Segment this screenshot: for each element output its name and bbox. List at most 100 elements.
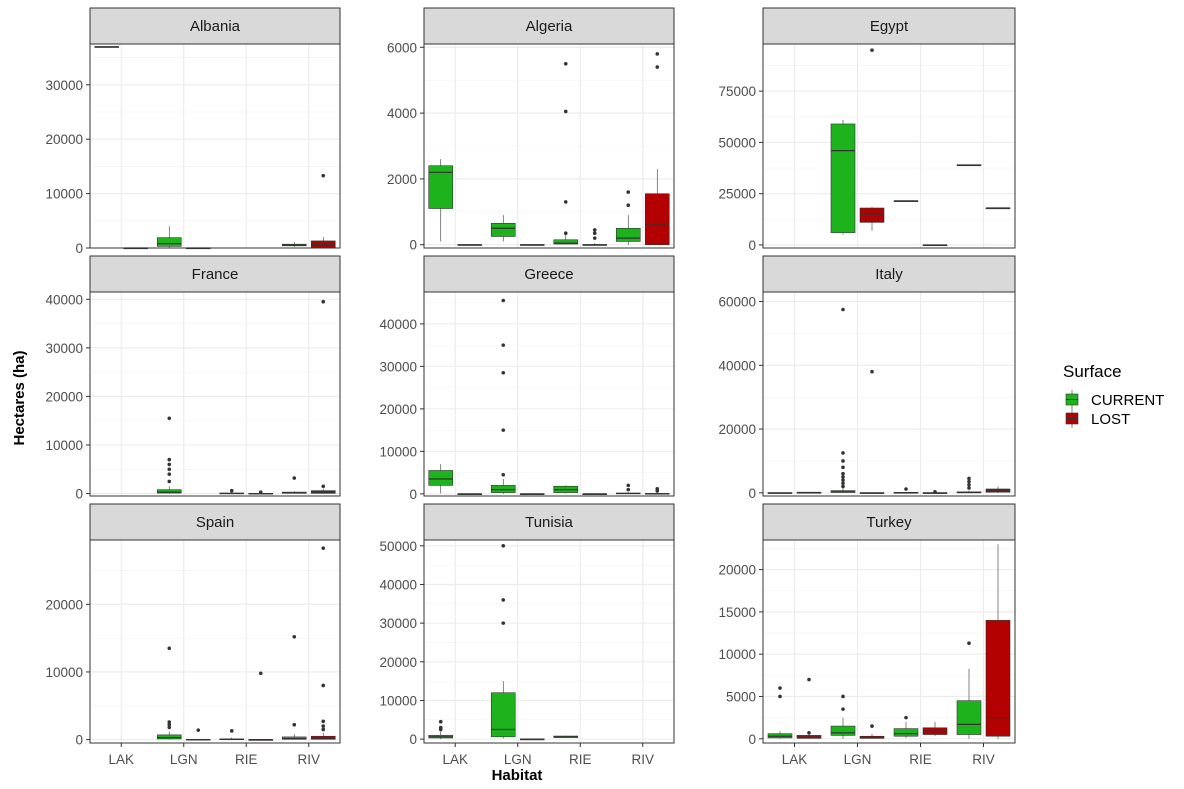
outlier-point bbox=[167, 416, 172, 421]
facet-panel: Albania 0 10000 20000 30000 bbox=[45, 7, 341, 256]
box-body bbox=[156, 489, 182, 494]
panel-border bbox=[762, 291, 1016, 497]
y-tick-label: 25000 bbox=[718, 187, 756, 202]
y-tick-label: 0 bbox=[748, 486, 756, 501]
y-tick-label: 30000 bbox=[45, 78, 83, 93]
facet-strip bbox=[762, 7, 1016, 45]
facet-panel: Turkey 0 5000 10000 15000 20000 LAK LGN RIE RIV bbox=[718, 503, 1016, 767]
y-tick-label: 0 bbox=[75, 487, 83, 502]
legend-label: LOST bbox=[1091, 411, 1130, 428]
box-body bbox=[490, 692, 516, 738]
facet-title: Spain bbox=[196, 514, 234, 531]
facet-panel: Algeria 0 2000 4000 6000 bbox=[387, 7, 675, 253]
outlier-point bbox=[501, 343, 506, 347]
box-lak-current bbox=[767, 686, 793, 739]
x-tick-label: RIE bbox=[909, 752, 932, 767]
outlier-point bbox=[167, 472, 172, 476]
x-tick-label: LGN bbox=[504, 752, 532, 767]
outlier-point bbox=[438, 719, 443, 724]
x-tick-label: LGN bbox=[170, 752, 198, 767]
facet-strip bbox=[89, 255, 341, 293]
box-lgn-current bbox=[830, 694, 856, 739]
y-tick-label: 50000 bbox=[379, 539, 417, 554]
outlier-point bbox=[967, 483, 971, 487]
box-lgn-lost bbox=[519, 493, 545, 495]
y-tick-label: 20000 bbox=[45, 597, 83, 612]
outlier-point bbox=[258, 490, 263, 494]
y-tick-label: 10000 bbox=[45, 438, 83, 453]
y-tick-label: 60000 bbox=[718, 295, 756, 310]
y-tick-label: 20000 bbox=[379, 402, 417, 417]
facet-title: Greece bbox=[524, 266, 573, 283]
box-rie-lost bbox=[922, 721, 948, 737]
facet-strip bbox=[423, 255, 675, 293]
outlier-point bbox=[292, 634, 297, 639]
y-tick-label: 20000 bbox=[718, 563, 756, 578]
x-axis-title: Habitat bbox=[492, 767, 543, 784]
outlier-point bbox=[258, 671, 263, 676]
outlier-point bbox=[563, 231, 568, 235]
y-tick-label: 4000 bbox=[387, 106, 417, 121]
box-rie-lost bbox=[248, 671, 274, 741]
outlier-point bbox=[167, 646, 172, 651]
facet-title: France bbox=[192, 266, 239, 283]
box-riv-lost bbox=[985, 207, 1011, 210]
box-riv-current bbox=[281, 634, 307, 740]
y-tick-label: 6000 bbox=[387, 40, 417, 55]
outlier-point bbox=[626, 203, 631, 208]
outlier-point bbox=[807, 731, 811, 735]
box-lak-current bbox=[767, 492, 793, 494]
panel-border bbox=[762, 43, 1016, 249]
box-riv-lost bbox=[985, 544, 1011, 739]
box-lgn-lost bbox=[859, 369, 885, 494]
box-rie-lost bbox=[922, 490, 948, 494]
outlier-point bbox=[229, 488, 234, 493]
box-lak-lost bbox=[796, 677, 822, 739]
x-tick-label: RIE bbox=[569, 752, 592, 767]
outlier-point bbox=[167, 479, 172, 484]
facet-title: Turkey bbox=[866, 514, 912, 531]
box-lak-lost bbox=[457, 493, 483, 495]
y-tick-label: 20000 bbox=[718, 422, 756, 437]
box-lgn-current bbox=[490, 298, 516, 494]
y-tick-label: 40000 bbox=[45, 292, 83, 307]
y-tick-label: 0 bbox=[75, 733, 83, 748]
box-lgn-current bbox=[830, 307, 856, 493]
box-body bbox=[553, 239, 579, 245]
box-lak-current bbox=[428, 719, 454, 740]
box-riv-lost bbox=[310, 173, 336, 249]
facet-panels: Albania 0 10000 20000 30000 Algeria 0 2000 4000 6… bbox=[45, 7, 1016, 767]
outlier-point bbox=[321, 719, 326, 724]
facet-panel: Egypt 0 25000 50000 75000 bbox=[718, 7, 1016, 253]
outlier-point bbox=[167, 457, 172, 462]
outlier-point bbox=[870, 369, 874, 374]
outlier-point bbox=[321, 724, 326, 728]
y-tick-label: 15000 bbox=[718, 605, 756, 620]
box-lak-current bbox=[428, 159, 454, 242]
outlier-point bbox=[967, 486, 971, 490]
box-body bbox=[310, 490, 336, 494]
outlier-point bbox=[167, 722, 172, 727]
outlier-point bbox=[292, 722, 297, 727]
facet-title: Albania bbox=[190, 18, 241, 35]
outlier-point bbox=[655, 52, 660, 56]
legend: Surface CURRENT LOST bbox=[1063, 362, 1164, 428]
outlier-point bbox=[167, 467, 172, 472]
outlier-point bbox=[841, 471, 845, 476]
outlier-point bbox=[321, 484, 326, 489]
box-rie-current bbox=[893, 715, 919, 738]
facet-panel: Greece 0 10000 20000 30000 40000 bbox=[379, 255, 675, 502]
outlier-point bbox=[841, 707, 845, 711]
box-body bbox=[644, 193, 670, 246]
box-rie-current bbox=[553, 61, 579, 245]
box-body bbox=[956, 700, 982, 735]
facet-title: Egypt bbox=[870, 18, 909, 35]
facet-title: Algeria bbox=[526, 18, 573, 35]
outlier-point bbox=[626, 487, 631, 492]
outlier-point bbox=[167, 720, 172, 724]
y-tick-label: 30000 bbox=[45, 341, 83, 356]
panel-border bbox=[89, 291, 341, 497]
panel-border bbox=[762, 539, 1016, 744]
legend-item-current: CURRENT bbox=[1065, 390, 1164, 409]
